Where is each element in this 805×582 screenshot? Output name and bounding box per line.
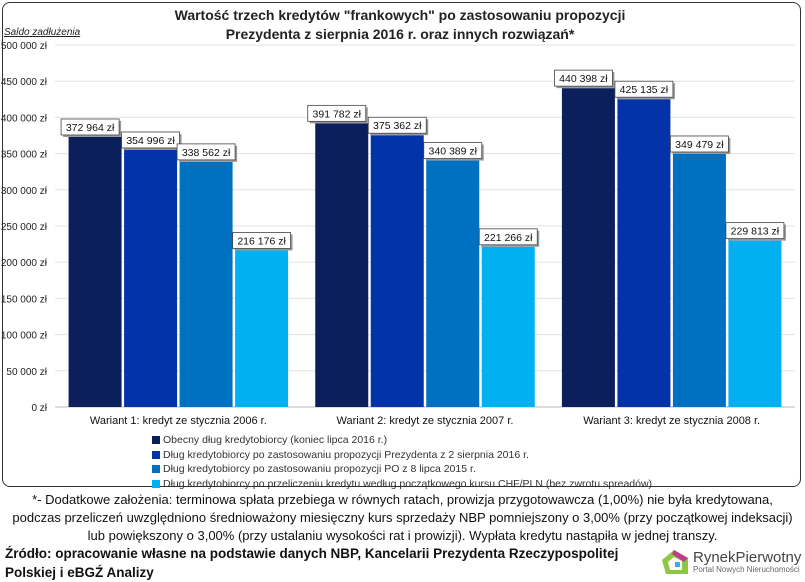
footnote: *- Dodatkowe założenia: terminowa spłata… — [10, 491, 795, 545]
y-tick-label: 200 000 zł — [1, 258, 48, 269]
data-label-box — [60, 118, 120, 136]
legend-label: Dług kredytobiorcy po zastosowaniu propo… — [163, 448, 529, 461]
y-tick-label: 350 000 zł — [1, 150, 48, 161]
legend-item: Dług kredytobiorcy po przeliczeniu kredy… — [152, 477, 652, 492]
data-label-box — [423, 142, 483, 159]
data-label-box — [176, 143, 236, 161]
y-tick-label: 450 000 zł — [1, 77, 48, 88]
data-label: 340 389 zł — [429, 146, 478, 158]
footnote-line: podczas przeliczeń uwzględniono średniow… — [12, 510, 793, 525]
legend-swatch — [152, 436, 160, 445]
data-label-box — [307, 104, 367, 122]
data-label-box — [478, 228, 538, 246]
data-label: 375 362 zł — [373, 120, 422, 132]
source-line: Źródło: opracowanie własne na podstawie … — [5, 546, 619, 561]
bar — [68, 136, 122, 407]
logo: RynekPierwotny Portal Nowych Nieruchomoś… — [660, 548, 801, 576]
x-category-label: Wariant 2: kredyt ze stycznia 2007 r. — [337, 415, 514, 427]
title-line: Wartość trzech kredytów "frankowych" po … — [174, 7, 626, 23]
x-category-label: Wariant 3: kredyt ze stycznia 2008 r. — [583, 415, 760, 427]
legend-item: Dług kredytobiorcy po zastosowaniu propo… — [152, 448, 652, 463]
data-label: 229 813 zł — [731, 226, 780, 238]
title-line: Prezydenta z sierpnia 2016 r. oraz innyc… — [225, 26, 575, 42]
data-label-box — [121, 131, 180, 149]
data-label-box — [725, 222, 785, 240]
footnote-line: *- Dodatkowe założenia: terminowa spłata… — [32, 492, 773, 507]
bar-chart: 0 zł 50 000 zł 100 000 zł 150 000 zł 200 000… — [1, 41, 795, 427]
source-text: Źródło: opracowanie własne na podstawie … — [5, 544, 618, 582]
data-label: 338 562 zł — [182, 147, 231, 159]
legend-label: Obecny dług kredytobiorcy (koniec lipca … — [163, 434, 388, 446]
y-tick-label: 50 000 zł — [6, 367, 47, 378]
data-label: 440 398 zł — [559, 73, 608, 85]
bar — [728, 240, 782, 407]
chart-frame — [2, 2, 801, 487]
data-label: 425 135 zł — [620, 84, 669, 96]
y-tick-label: 500 000 zł — [1, 41, 48, 52]
chart-title: Wartość trzech kredytów "frankowych" po … — [100, 6, 700, 44]
data-label: 221 266 zł — [484, 232, 533, 244]
x-category-label: Wariant 1: kredyt ze stycznia 2006 r. — [90, 415, 267, 427]
bar — [481, 246, 535, 407]
data-label: 354 996 zł — [126, 135, 175, 147]
data-label-box — [614, 80, 674, 98]
y-tick-label: 100 000 zł — [1, 331, 48, 342]
legend-swatch — [152, 479, 160, 488]
bar — [124, 149, 178, 407]
data-label: 391 782 zł — [313, 108, 362, 120]
data-label-box — [554, 69, 613, 87]
data-label: 216 176 zł — [237, 235, 286, 247]
legend: Obecny dług kredytobiorcy (koniec lipca … — [152, 433, 652, 491]
legend-swatch — [152, 450, 160, 459]
logo-name: RynekPierwotny — [693, 549, 802, 566]
bar — [235, 250, 289, 407]
logo-tagline: Portal Nowych Nieruchomości — [693, 565, 800, 574]
y-tick-label: 150 000 zł — [1, 294, 48, 305]
bar — [315, 123, 369, 408]
legend-item: Obecny dług kredytobiorcy (koniec lipca … — [152, 433, 652, 448]
legend-label: Dług kredytobiorcy po zastosowaniu propo… — [163, 463, 476, 475]
y-tick-label: 400 000 zł — [1, 113, 48, 124]
footnote-line: lub powiększony o 3,00% (przy ustalaniu … — [87, 528, 718, 543]
y-tick-label: 250 000 zł — [1, 222, 48, 233]
bar — [370, 135, 424, 407]
data-label-box — [367, 116, 427, 134]
bar — [672, 153, 726, 407]
data-label: 349 479 zł — [675, 139, 724, 151]
house-logo-icon — [662, 550, 688, 574]
bar — [561, 88, 615, 407]
data-label-box — [232, 232, 291, 249]
legend-item: Dług kredytobiorcy po zastosowaniu propo… — [152, 462, 652, 477]
y-axis-label: Saldo zadłużenia — [4, 27, 81, 38]
bar — [426, 160, 480, 407]
y-tick-label: 0 zł — [31, 403, 47, 414]
source-line: Polskiej i eBGŹ Analizy — [5, 565, 154, 580]
legend-label: Dług kredytobiorcy po przeliczeniu kredy… — [163, 477, 653, 490]
y-tick-label: 300 000 zł — [1, 186, 48, 197]
bar — [617, 99, 671, 407]
legend-swatch — [152, 465, 160, 474]
data-label-box — [670, 135, 729, 153]
data-label: 372 964 zł — [66, 122, 115, 134]
bar — [179, 161, 233, 407]
